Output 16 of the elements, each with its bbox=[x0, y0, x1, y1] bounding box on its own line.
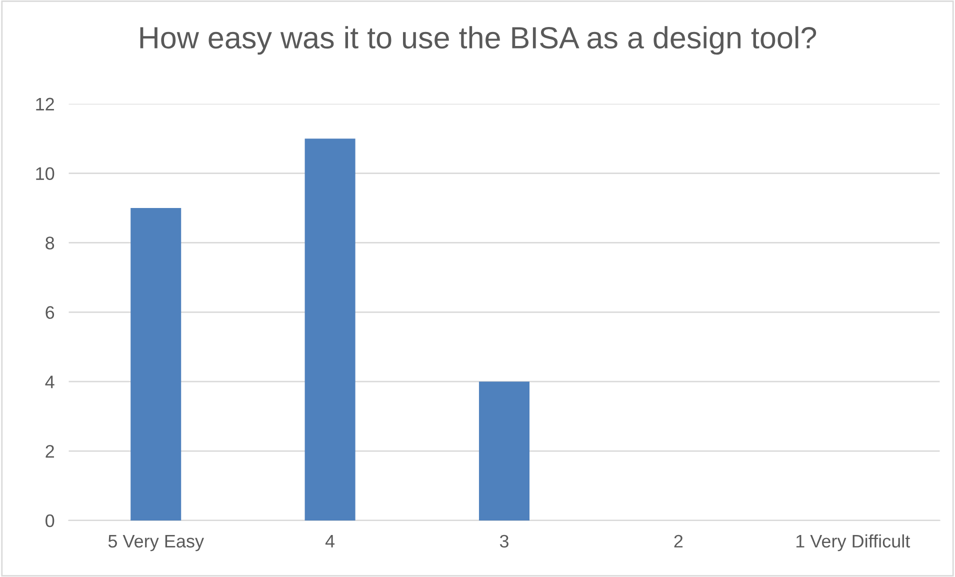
x-tick-label: 5 Very Easy bbox=[108, 535, 204, 552]
bar bbox=[304, 138, 356, 520]
bar bbox=[478, 382, 530, 520]
y-tick-label: 8 bbox=[46, 236, 54, 250]
x-tick-label: 2 bbox=[674, 534, 683, 548]
bar bbox=[130, 208, 182, 520]
y-tick-label: 0 bbox=[46, 514, 54, 528]
chart-title: How easy was it to use the BISA as a design tool? bbox=[140, 26, 816, 55]
x-tick-label: 1 Very Difficult bbox=[796, 534, 910, 552]
x-tick-label: 3 bbox=[500, 534, 508, 548]
y-tick-label: 6 bbox=[46, 306, 54, 319]
y-tick-label: 10 bbox=[36, 167, 54, 180]
y-tick-label: 12 bbox=[36, 98, 54, 110]
x-tick-label: 4 bbox=[325, 535, 335, 548]
y-tick-label: 2 bbox=[46, 444, 54, 458]
y-tick-label: 4 bbox=[45, 376, 54, 388]
